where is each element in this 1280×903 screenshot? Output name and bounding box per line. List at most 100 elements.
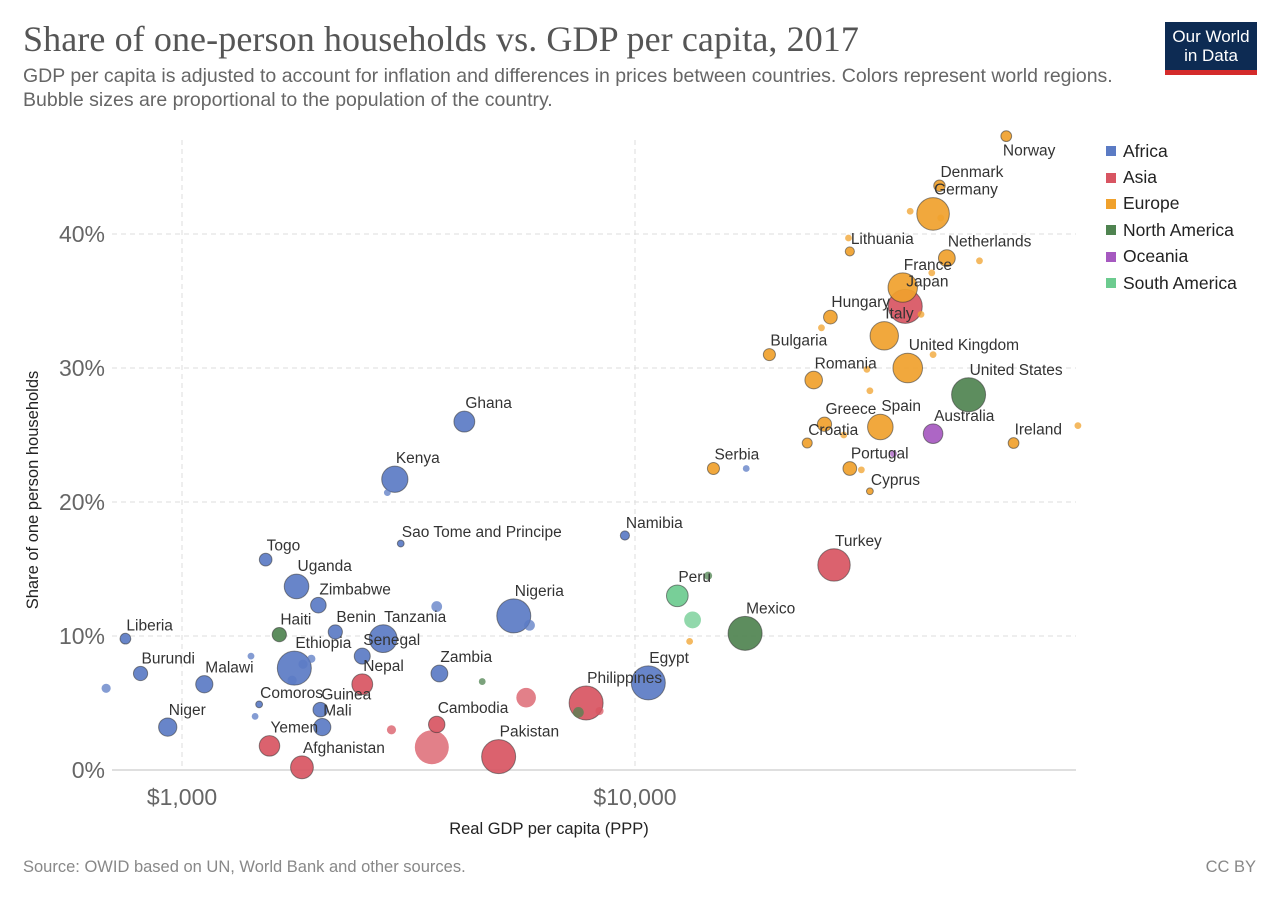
bubble-burundi[interactable] [132, 665, 149, 682]
bubble-bulgaria[interactable] [762, 348, 776, 362]
bubble-unlabeled[interactable] [976, 257, 983, 265]
bubble-united-states[interactable] [951, 377, 987, 413]
bubble-uganda[interactable] [283, 573, 310, 600]
bubble-namibia[interactable] [619, 530, 630, 541]
bubble-unlabeled[interactable] [573, 707, 584, 718]
bubble-comoros[interactable] [255, 700, 264, 709]
bubble-sao-tome-and-principe[interactable] [396, 539, 405, 548]
bubble-pakistan[interactable] [481, 739, 517, 775]
bubble-ireland[interactable] [1007, 437, 1020, 449]
bubble-cambodia[interactable] [428, 715, 446, 734]
legend-label: Asia [1123, 167, 1158, 188]
license-link[interactable]: CC BY [1205, 858, 1256, 876]
bubble-liberia[interactable] [119, 632, 132, 645]
bubble-unlabeled[interactable] [863, 365, 871, 373]
bubble-unlabeled[interactable] [524, 619, 535, 631]
bubble-unlabeled[interactable] [251, 713, 259, 720]
bubble-unlabeled[interactable] [928, 269, 936, 277]
bubble-unlabeled[interactable] [478, 678, 486, 685]
bubble-cyprus[interactable] [865, 487, 874, 496]
bubble-senegal[interactable] [353, 647, 371, 665]
bubble-unlabeled[interactable] [686, 637, 694, 645]
bubble-unlabeled[interactable] [383, 489, 391, 497]
bubble-tanzania[interactable] [368, 624, 398, 654]
bubble-denmark[interactable] [933, 179, 946, 192]
bubble-unlabeled[interactable] [287, 675, 297, 685]
bubble-peru[interactable] [665, 584, 689, 608]
bubble-unlabeled[interactable] [890, 450, 897, 458]
bubble-portugal[interactable] [842, 461, 858, 476]
bubble-niger[interactable] [158, 717, 178, 737]
point-label: Egypt [649, 650, 689, 667]
bubble-zimbabwe[interactable] [310, 596, 327, 614]
bubble-egypt[interactable] [630, 665, 666, 701]
legend-item-asia[interactable]: Asia [1106, 164, 1237, 190]
bubble-zambia[interactable] [430, 664, 449, 683]
bubble-unlabeled[interactable] [1074, 422, 1082, 430]
bubble-italy[interactable] [869, 321, 899, 351]
bubble-unlabeled[interactable] [247, 652, 255, 660]
bubble-unlabeled[interactable] [298, 659, 308, 669]
bubble-unlabeled[interactable] [414, 730, 449, 765]
legend-item-oceania[interactable]: Oceania [1106, 244, 1237, 270]
bubble-unlabeled[interactable] [866, 387, 874, 395]
bubble-mali[interactable] [313, 718, 332, 737]
bubble-unlabeled[interactable] [929, 351, 937, 358]
bubble-benin[interactable] [327, 624, 343, 640]
bubble-unlabeled[interactable] [431, 601, 443, 612]
bubble-unlabeled[interactable] [818, 324, 825, 332]
bubble-ghana[interactable] [453, 410, 476, 433]
bubble-unlabeled[interactable] [684, 611, 701, 629]
legend-label: Europe [1123, 193, 1180, 214]
bubble-unlabeled[interactable] [742, 465, 750, 472]
bubble-unlabeled[interactable] [704, 571, 713, 580]
owid-logo[interactable]: Our World in Data [1165, 22, 1257, 75]
bubble-spain[interactable] [867, 413, 894, 441]
bubble-unlabeled[interactable] [101, 683, 111, 693]
bubble-afghanistan[interactable] [290, 755, 314, 780]
bubble-unlabeled[interactable] [386, 725, 397, 735]
legend-item-north-america[interactable]: North America [1106, 217, 1237, 243]
bubble-unlabeled[interactable] [595, 706, 604, 716]
bubble-hungary[interactable] [823, 309, 838, 325]
bubble-lithuania[interactable] [844, 246, 855, 257]
point-label: Ghana [465, 395, 512, 412]
bubble-togo[interactable] [258, 552, 273, 567]
bubble-yemen[interactable] [258, 735, 281, 757]
bubble-haiti[interactable] [271, 627, 287, 643]
bubble-unlabeled[interactable] [917, 311, 925, 318]
legend-item-europe[interactable]: Europe [1106, 191, 1237, 217]
bubble-nepal[interactable] [351, 673, 374, 696]
legend-item-africa[interactable]: Africa [1106, 138, 1237, 164]
bubble-united-kingdom[interactable] [892, 352, 924, 384]
bubble-kenya[interactable] [381, 465, 409, 493]
bubble-unlabeled[interactable] [937, 214, 945, 222]
bubble-unlabeled[interactable] [840, 431, 848, 439]
axes: 0% 10% 20% 30% 40% $1,000 $10,000 [59, 221, 1076, 810]
bubble-serbia[interactable] [706, 461, 720, 476]
y-tick-label: 10% [59, 623, 105, 649]
bubble-nigeria[interactable] [496, 598, 532, 634]
bubble-unlabeled[interactable] [857, 466, 865, 474]
bubble-unlabeled[interactable] [906, 207, 914, 215]
bubble-turkey[interactable] [817, 548, 851, 582]
bubble-croatia[interactable] [801, 437, 813, 449]
bubble-guinea[interactable] [312, 701, 329, 718]
bubble-norway[interactable] [1000, 130, 1013, 143]
point-label: Uganda [298, 558, 353, 575]
bubble-unlabeled[interactable] [307, 654, 316, 663]
bubble-unlabeled[interactable] [845, 234, 852, 242]
point-label: Sao Tome and Principe [402, 524, 562, 541]
bubble-malawi[interactable] [195, 675, 214, 694]
bubble-greece[interactable] [816, 416, 833, 432]
bubble-australia[interactable] [922, 423, 944, 444]
bubble-romania[interactable] [804, 370, 823, 390]
bubble-germany[interactable] [916, 197, 950, 231]
bubble-mexico[interactable] [727, 615, 763, 651]
bubble-netherlands[interactable] [937, 249, 956, 268]
legend-item-south-america[interactable]: South America [1106, 270, 1237, 296]
bubble-unlabeled[interactable] [516, 687, 536, 708]
bubble-france[interactable] [887, 272, 918, 303]
point-label: Serbia [714, 446, 759, 463]
source-note[interactable]: Source: OWID based on UN, World Bank and… [23, 858, 466, 876]
